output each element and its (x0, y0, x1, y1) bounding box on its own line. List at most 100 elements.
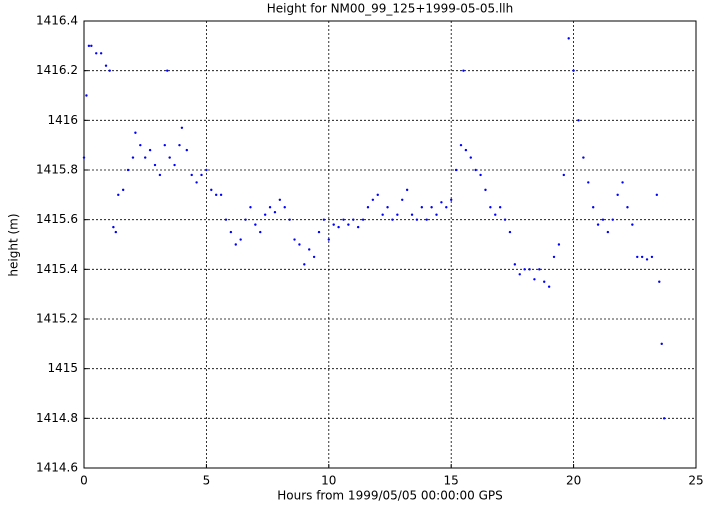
point (469, 156, 472, 159)
point (450, 198, 453, 201)
point (587, 181, 590, 184)
point (337, 225, 340, 229)
y-tick-label: 1415 (47, 361, 78, 375)
point (95, 52, 98, 55)
point (90, 44, 93, 48)
point (126, 168, 130, 172)
point (85, 94, 88, 97)
point (205, 168, 208, 172)
y-tick-label: 1416 (47, 113, 78, 127)
point (386, 206, 389, 209)
point (660, 342, 663, 346)
point (538, 268, 541, 271)
point (459, 143, 463, 147)
point (134, 131, 137, 134)
point (601, 218, 605, 221)
point (263, 213, 267, 216)
point (577, 119, 580, 122)
point (621, 181, 624, 184)
point (108, 69, 111, 72)
point (121, 188, 125, 192)
point (361, 218, 365, 221)
point (148, 148, 152, 152)
y-axis-label: height (m) (7, 213, 21, 276)
point (317, 230, 321, 234)
point (178, 143, 181, 147)
point (144, 156, 147, 159)
point (308, 248, 311, 251)
x-axis-label: Hours from 1999/05/05 00:00:00 GPS (277, 489, 503, 503)
point (396, 213, 399, 216)
point (219, 193, 223, 197)
y-tick-label: 1414.8 (36, 411, 78, 425)
chart-title: Height for NM00_99_125+1999-05-05.llh (267, 2, 513, 16)
point (112, 225, 115, 229)
y-tick-label: 1416.2 (36, 63, 78, 77)
point (244, 218, 247, 221)
plot-frame (83, 20, 697, 469)
point (347, 223, 350, 226)
point (557, 243, 561, 246)
point (180, 126, 184, 129)
point (552, 255, 556, 259)
point (440, 201, 443, 204)
point (494, 213, 497, 216)
point (528, 268, 531, 271)
point (342, 218, 345, 221)
point (611, 218, 614, 221)
point (533, 278, 536, 281)
point (616, 193, 619, 197)
point (99, 52, 103, 55)
point (254, 223, 257, 226)
point (543, 280, 546, 283)
point (117, 193, 120, 197)
point (401, 198, 404, 201)
point (596, 223, 600, 226)
x-tick-label: 0 (80, 474, 88, 488)
y-tick-label: 1415.8 (36, 163, 78, 177)
point (474, 168, 477, 172)
point (462, 69, 465, 72)
point (381, 213, 384, 216)
point (139, 143, 142, 147)
point (163, 143, 166, 147)
point (322, 218, 326, 221)
point (410, 213, 414, 216)
point (655, 193, 659, 197)
point (234, 243, 237, 246)
point (484, 188, 487, 192)
x-tick-label: 25 (688, 474, 703, 488)
point (87, 44, 91, 48)
point (288, 218, 291, 221)
point (425, 218, 428, 221)
point (572, 69, 575, 72)
point (420, 206, 424, 209)
point (327, 238, 330, 241)
point (645, 258, 649, 261)
y-tick-label: 1414.6 (36, 461, 78, 475)
x-tick-label: 15 (444, 474, 459, 488)
point (376, 193, 379, 197)
point (312, 255, 316, 259)
point (430, 206, 433, 209)
point (591, 206, 595, 209)
point (513, 263, 517, 266)
point (489, 206, 492, 209)
point (662, 417, 666, 420)
point (415, 218, 419, 221)
y-tick-label: 1415.2 (36, 312, 78, 326)
point (371, 198, 375, 201)
point (523, 268, 526, 271)
point (153, 163, 157, 167)
point (435, 213, 438, 216)
point (606, 230, 610, 234)
point (479, 173, 482, 177)
point (239, 238, 242, 241)
point (200, 173, 203, 177)
point (229, 230, 233, 234)
point (391, 218, 394, 221)
point (445, 206, 448, 209)
point (293, 238, 296, 241)
x-tick-label: 5 (203, 474, 211, 488)
